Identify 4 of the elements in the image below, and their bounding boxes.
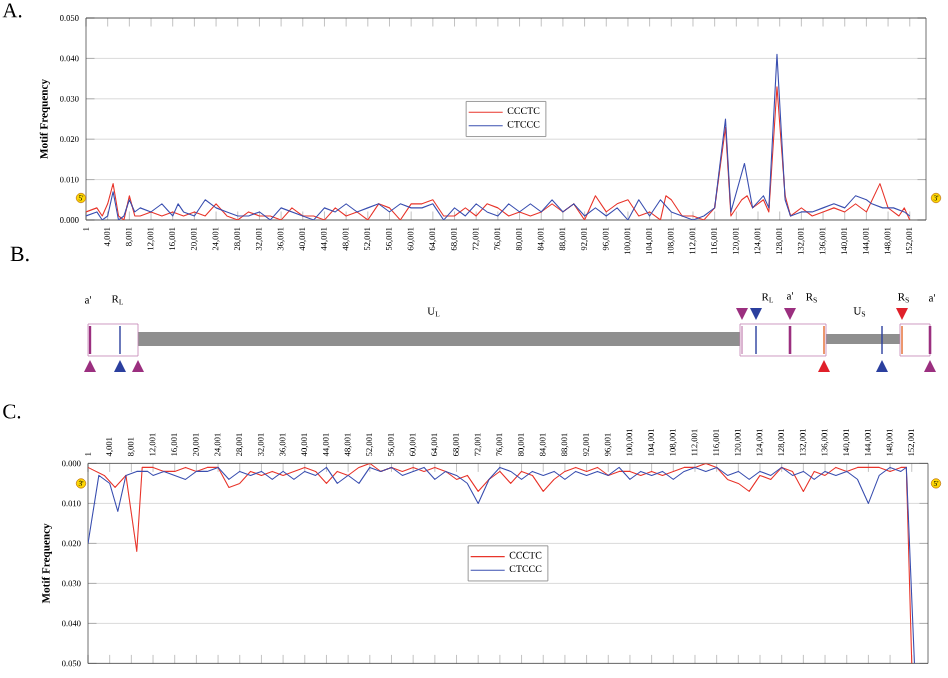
chart-title: C. xyxy=(3,404,21,419)
line-series xyxy=(86,86,911,220)
chart-title: A. xyxy=(2,3,22,18)
text: B. xyxy=(10,246,29,262)
